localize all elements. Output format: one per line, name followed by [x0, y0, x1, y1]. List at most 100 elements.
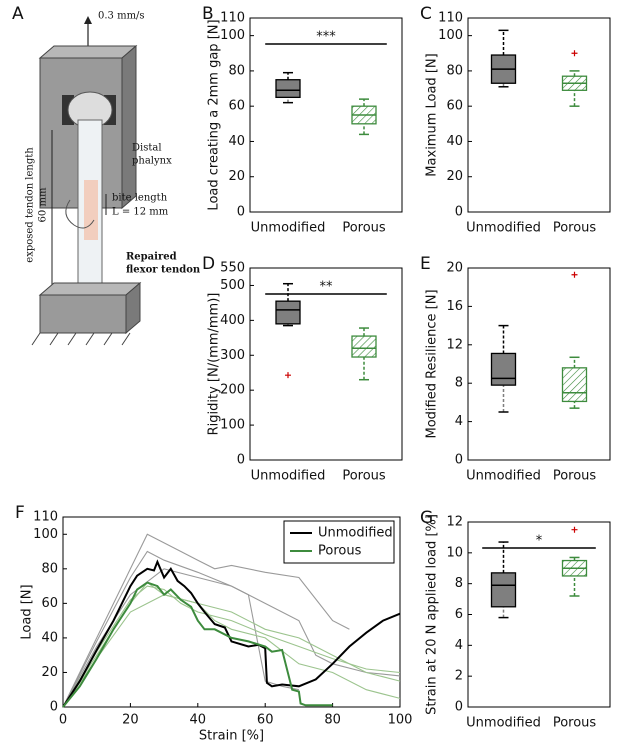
y-tick-label: 20	[446, 261, 463, 276]
y-tick-label: 80	[228, 63, 245, 78]
box	[275, 79, 301, 99]
plot-frame	[249, 267, 403, 461]
x-tick-label: Porous	[553, 716, 597, 731]
y-tick-label: 40	[41, 630, 58, 645]
y-tick-label: 60	[228, 99, 245, 114]
y-tick-label: 20	[228, 169, 245, 184]
x-tick-label: 80	[324, 713, 341, 728]
y-tick-label: 0	[455, 700, 463, 715]
y-tick-label: 110	[33, 510, 58, 525]
x-tick-label: Porous	[553, 469, 597, 484]
y-tick-label: 12	[446, 337, 463, 352]
panel-a: A 0.3 mm/s Distal phalynx bite length L …	[12, 4, 201, 346]
x-tick-label: 20	[122, 713, 139, 728]
legend-label: Unmodified	[318, 526, 393, 541]
box	[561, 367, 588, 403]
y-tick-label: 2	[455, 669, 463, 684]
exposed-label: exposed tendon length	[25, 147, 36, 263]
y-tick-label: 550	[220, 261, 245, 276]
base	[39, 294, 127, 334]
y-tick-label: 40	[446, 134, 463, 149]
y-tick-label: 4	[455, 638, 463, 653]
y-tick-label: 10	[446, 545, 463, 560]
repaired-label: Repaired	[126, 252, 177, 263]
y-tick-label: 0	[455, 205, 463, 220]
y-tick-label: 12	[446, 515, 463, 530]
outlier	[571, 271, 578, 278]
speed-label: 0.3 mm/s	[98, 11, 145, 22]
outlier	[285, 372, 291, 379]
y-tick-label: 110	[438, 11, 463, 26]
panel-letter: C	[420, 4, 432, 24]
x-tick-label: Unmodified	[466, 716, 541, 731]
panel-letter: F	[15, 503, 25, 523]
y-tick-label: 80	[446, 63, 463, 78]
y-tick-label: 100	[33, 527, 58, 542]
y-tick-label: 80	[41, 561, 58, 576]
base-side	[125, 281, 141, 335]
box	[351, 335, 377, 358]
y-axis-label: Modified Resilience [N]	[425, 289, 440, 438]
y-tick-label: 60	[446, 99, 463, 114]
legend-box	[283, 520, 395, 564]
y-tick-label: 300	[220, 348, 245, 363]
bite-value: L = 12 mm	[112, 207, 169, 218]
x-tick-label: Porous	[342, 221, 386, 236]
y-tick-label: 100	[220, 418, 245, 433]
box	[490, 572, 517, 608]
distal-label: phalynx	[132, 156, 172, 167]
x-tick-label: Porous	[553, 221, 597, 236]
x-tick-label: 100	[388, 713, 413, 728]
significance-label: ***	[316, 30, 336, 45]
y-tick-label: 6	[455, 607, 463, 622]
repair	[84, 180, 98, 240]
y-axis-label: Rigidity [N/(mm/mm)]	[207, 293, 222, 436]
y-axis-label: Load creating a 2mm gap [N]	[207, 19, 222, 210]
y-tick-label: 8	[455, 576, 463, 591]
plot-frame	[249, 17, 403, 213]
series-line	[62, 533, 350, 708]
y-tick-label: 0	[455, 453, 463, 468]
significance-label: **	[320, 280, 334, 295]
y-axis-label: Load [N]	[20, 584, 35, 639]
panel-letter: D	[202, 254, 215, 274]
legend-label: Porous	[318, 544, 362, 559]
exposed-value: 60 mm	[38, 187, 49, 222]
y-tick-label: 500	[220, 278, 245, 293]
x-tick-label: Unmodified	[466, 221, 541, 236]
plot-frame	[467, 267, 611, 461]
ground	[31, 332, 131, 346]
y-tick-label: 200	[220, 383, 245, 398]
base-top	[38, 282, 142, 296]
y-tick-label: 400	[220, 313, 245, 328]
y-tick-label: 60	[41, 596, 58, 611]
panel-letter: E	[420, 254, 431, 274]
series-line	[62, 550, 300, 708]
x-tick-label: 0	[59, 713, 67, 728]
distal-label: Distal	[132, 143, 162, 154]
y-tick-label: 16	[446, 299, 463, 314]
series-line	[62, 585, 401, 708]
x-tick-label: Unmodified	[466, 469, 541, 484]
y-tick-label: 8	[455, 376, 463, 391]
x-axis-label: Strain [%]	[199, 729, 264, 744]
plot-frame	[62, 516, 401, 708]
y-axis-label: Maximum Load [N]	[425, 53, 440, 176]
y-tick-label: 0	[237, 205, 245, 220]
x-tick-label: Unmodified	[251, 469, 326, 484]
panel-letter: B	[202, 4, 214, 24]
y-tick-label: 20	[446, 169, 463, 184]
repaired-label: flexor tendon	[126, 265, 201, 276]
significance-label: *	[536, 534, 543, 549]
x-tick-label: 60	[257, 713, 274, 728]
outlier	[571, 526, 578, 533]
x-tick-label: Unmodified	[251, 221, 326, 236]
series-line	[62, 559, 401, 708]
clamp-top	[38, 45, 138, 59]
box	[490, 352, 517, 386]
x-tick-label: 40	[190, 713, 207, 728]
y-tick-label: 0	[50, 700, 58, 715]
panel-letter: A	[12, 4, 24, 24]
